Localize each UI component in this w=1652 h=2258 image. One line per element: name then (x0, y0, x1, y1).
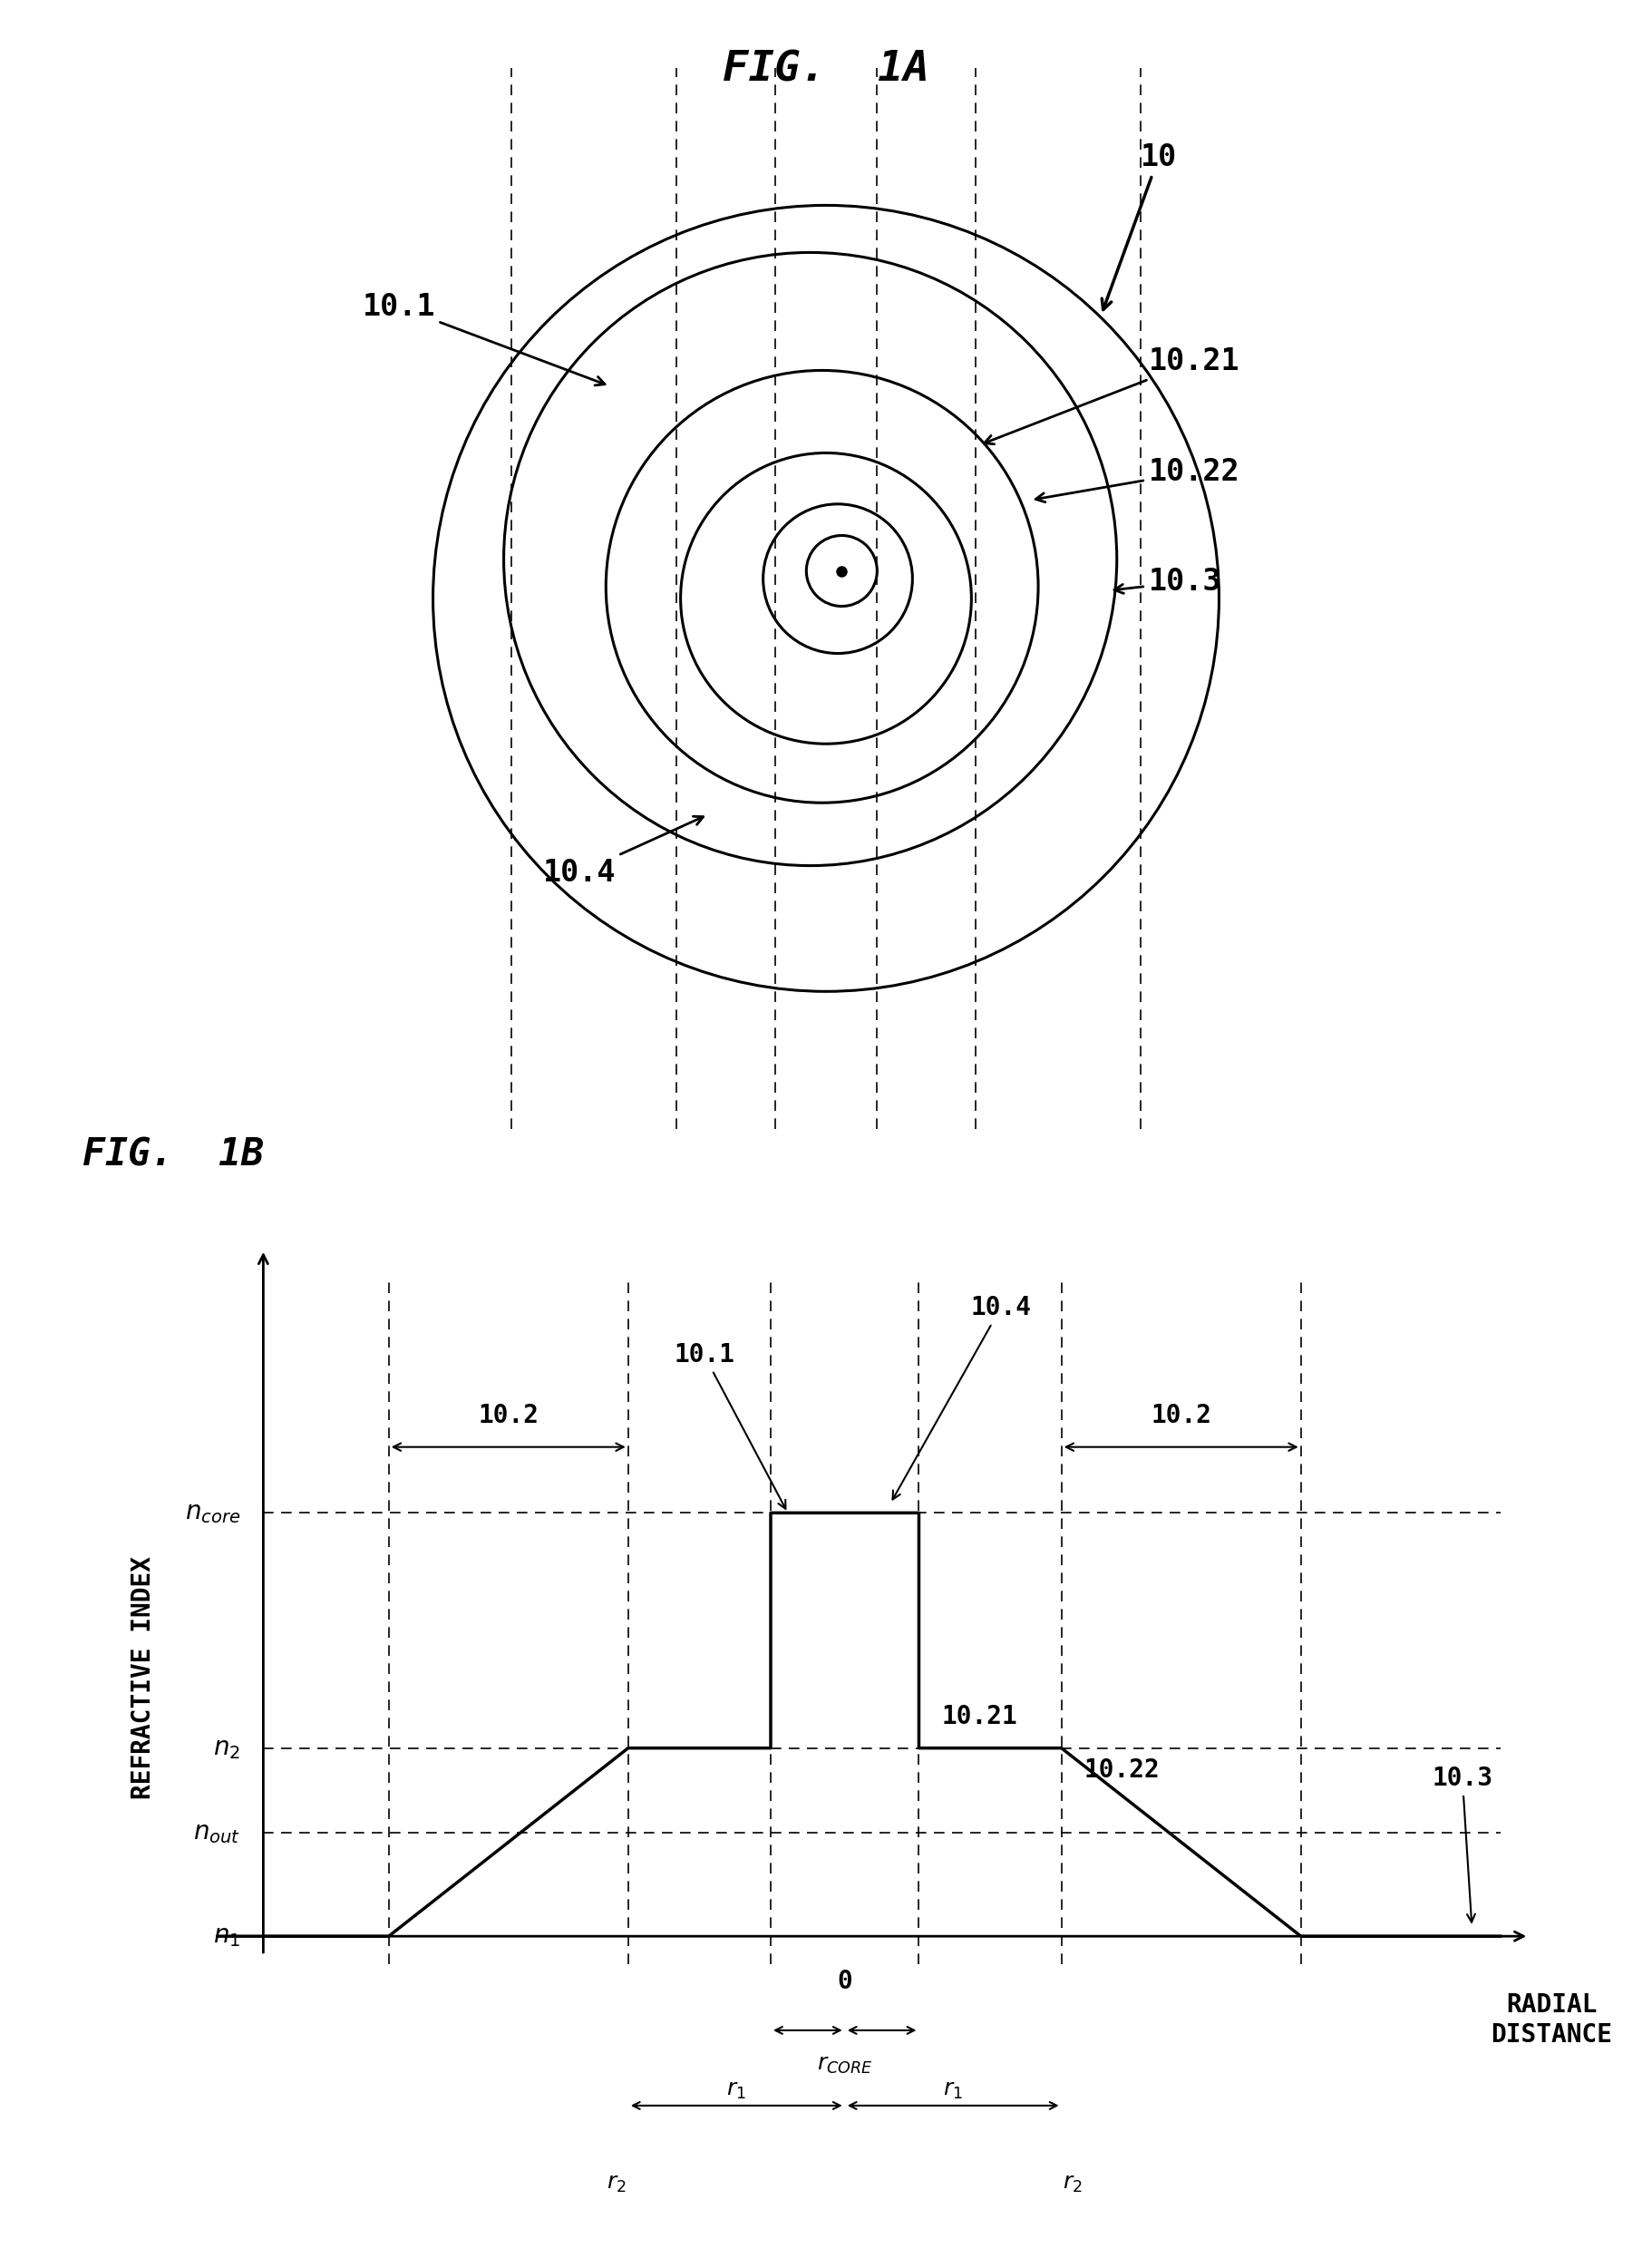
Text: 0: 0 (838, 1969, 852, 1994)
Text: 10.21: 10.21 (942, 1705, 1018, 1730)
Text: 10.3: 10.3 (1432, 1766, 1493, 1922)
Text: $n_2$: $n_2$ (213, 1736, 241, 1761)
Text: 10.1: 10.1 (674, 1341, 786, 1508)
Text: $r_1$: $r_1$ (727, 2080, 747, 2100)
Text: $r_1$: $r_1$ (943, 2080, 963, 2100)
Text: FIG.  1A: FIG. 1A (722, 50, 930, 90)
Text: $n_{core}$: $n_{core}$ (185, 1499, 241, 1526)
Text: $n_{out}$: $n_{out}$ (193, 1820, 241, 1845)
Text: $r_2$: $r_2$ (1062, 2172, 1082, 2195)
Text: 10.4: 10.4 (544, 817, 704, 887)
Text: 10.21: 10.21 (985, 348, 1239, 445)
Text: 10.4: 10.4 (892, 1296, 1031, 1499)
Text: $r_{CORE}$: $r_{CORE}$ (818, 2055, 872, 2075)
Text: 10: 10 (1102, 142, 1176, 309)
Text: 10.2: 10.2 (477, 1402, 539, 1429)
Text: 10.22: 10.22 (1084, 1757, 1160, 1784)
Text: FIG.  1B: FIG. 1B (83, 1136, 264, 1174)
Text: $n_1$: $n_1$ (213, 1924, 241, 1949)
Text: 10.2: 10.2 (1151, 1402, 1211, 1429)
Text: RADIAL
DISTANCE: RADIAL DISTANCE (1492, 1992, 1612, 2048)
Text: 10.22: 10.22 (1036, 456, 1239, 501)
Text: 10.1: 10.1 (362, 291, 605, 386)
Text: $r_2$: $r_2$ (606, 2172, 626, 2195)
Text: REFRACTIVE INDEX: REFRACTIVE INDEX (131, 1556, 157, 1800)
Text: 10.3: 10.3 (1113, 567, 1221, 596)
